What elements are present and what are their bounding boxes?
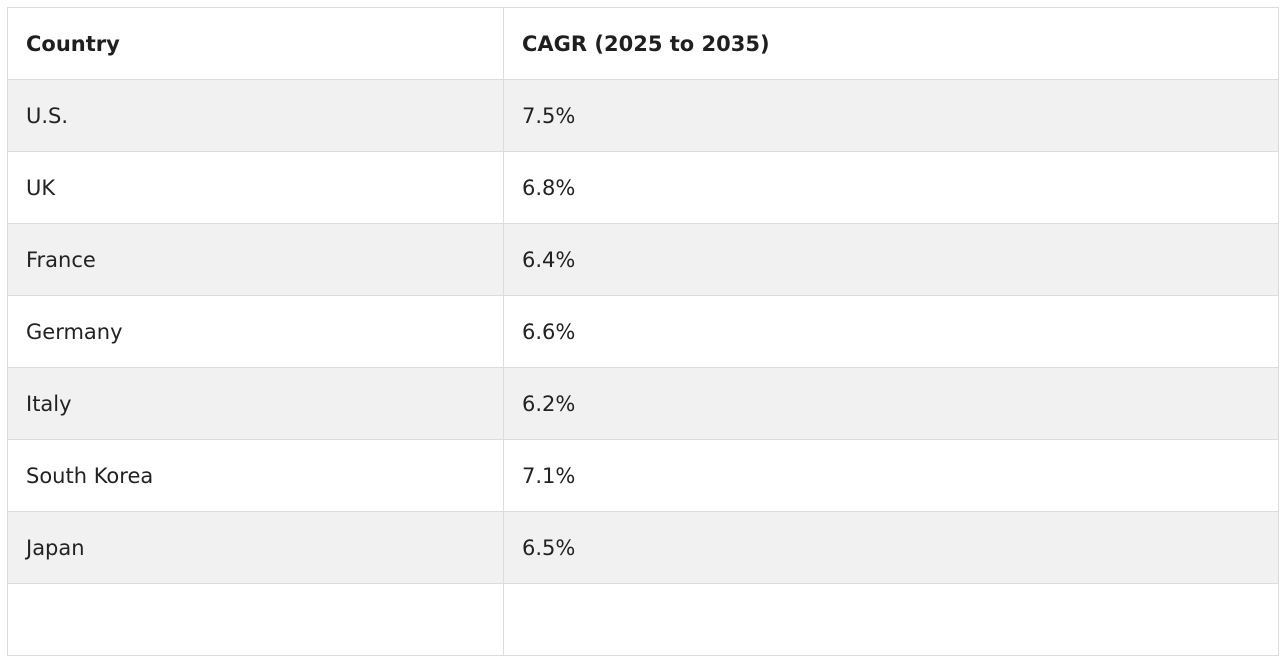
- cell-country: [7, 583, 504, 656]
- table-row: Germany 6.6%: [7, 295, 1279, 368]
- cell-cagr: [503, 583, 1279, 656]
- cell-cagr: 6.2%: [503, 367, 1279, 440]
- cell-country: U.S.: [7, 79, 504, 152]
- cagr-table-container: Country CAGR (2025 to 2035) U.S. 7.5% UK…: [7, 7, 1279, 656]
- table-row: Japan 6.5%: [7, 511, 1279, 584]
- table-row: UK 6.8%: [7, 151, 1279, 224]
- table-row: U.S. 7.5%: [7, 79, 1279, 152]
- cell-country: France: [7, 223, 504, 296]
- cell-cagr: 6.5%: [503, 511, 1279, 584]
- table-row-partial: [7, 583, 1279, 656]
- table-row: France 6.4%: [7, 223, 1279, 296]
- cell-country: Italy: [7, 367, 504, 440]
- cell-cagr: 6.8%: [503, 151, 1279, 224]
- table-header-row: Country CAGR (2025 to 2035): [7, 7, 1279, 80]
- header-cagr: CAGR (2025 to 2035): [503, 7, 1279, 80]
- table-row: Italy 6.2%: [7, 367, 1279, 440]
- cell-country: Germany: [7, 295, 504, 368]
- cell-cagr: 7.5%: [503, 79, 1279, 152]
- header-country: Country: [7, 7, 504, 80]
- cell-country: South Korea: [7, 439, 504, 512]
- cell-country: UK: [7, 151, 504, 224]
- cell-cagr: 6.4%: [503, 223, 1279, 296]
- cagr-by-country-table: Country CAGR (2025 to 2035) U.S. 7.5% UK…: [7, 7, 1279, 656]
- cell-cagr: 7.1%: [503, 439, 1279, 512]
- table-row: South Korea 7.1%: [7, 439, 1279, 512]
- cell-country: Japan: [7, 511, 504, 584]
- cell-cagr: 6.6%: [503, 295, 1279, 368]
